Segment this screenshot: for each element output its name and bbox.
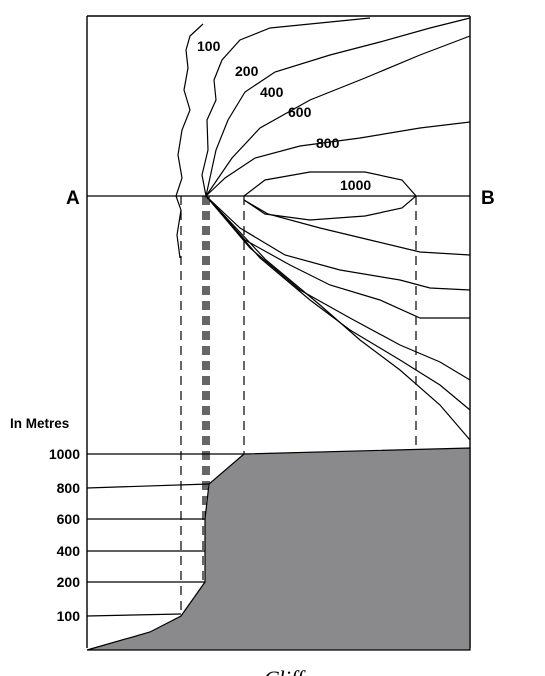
height-label-1000: 1000 bbox=[49, 446, 80, 462]
contour-800 bbox=[205, 121, 471, 197]
contour-lines bbox=[175, 17, 471, 441]
contour-100 bbox=[175, 23, 204, 259]
section-start-label: A bbox=[66, 188, 80, 209]
contour-lower-5 bbox=[205, 195, 471, 441]
height-label-800: 800 bbox=[57, 480, 81, 496]
profile-unit-label: In Metres bbox=[10, 416, 69, 431]
height-label-400: 400 bbox=[57, 543, 81, 559]
contour-600 bbox=[205, 35, 471, 197]
contour-label-200: 200 bbox=[235, 63, 259, 79]
contour-lower-1 bbox=[205, 195, 471, 291]
height-label-100: 100 bbox=[57, 608, 81, 624]
height-label-200: 200 bbox=[57, 574, 81, 590]
contour-lower-4 bbox=[205, 195, 471, 411]
contour-label-800: 800 bbox=[316, 135, 340, 151]
section-end-label: B bbox=[481, 188, 495, 209]
cliff-profile bbox=[86, 447, 471, 651]
contour-400 bbox=[205, 17, 471, 197]
figure-caption: Cliff bbox=[264, 666, 306, 676]
contour-label-400: 400 bbox=[260, 84, 284, 100]
contour-label-100: 100 bbox=[197, 38, 221, 54]
contour-label-600: 600 bbox=[288, 104, 312, 120]
contour-label-1000: 1000 bbox=[340, 177, 371, 193]
projection-lines bbox=[180, 196, 417, 614]
contour-lower-3 bbox=[205, 195, 471, 381]
contour-lower-2 bbox=[205, 195, 470, 319]
contour-200 bbox=[201, 17, 371, 197]
contour-lower-6 bbox=[243, 199, 471, 256]
height-label-600: 600 bbox=[57, 511, 81, 527]
height-lines bbox=[86, 453, 244, 617]
